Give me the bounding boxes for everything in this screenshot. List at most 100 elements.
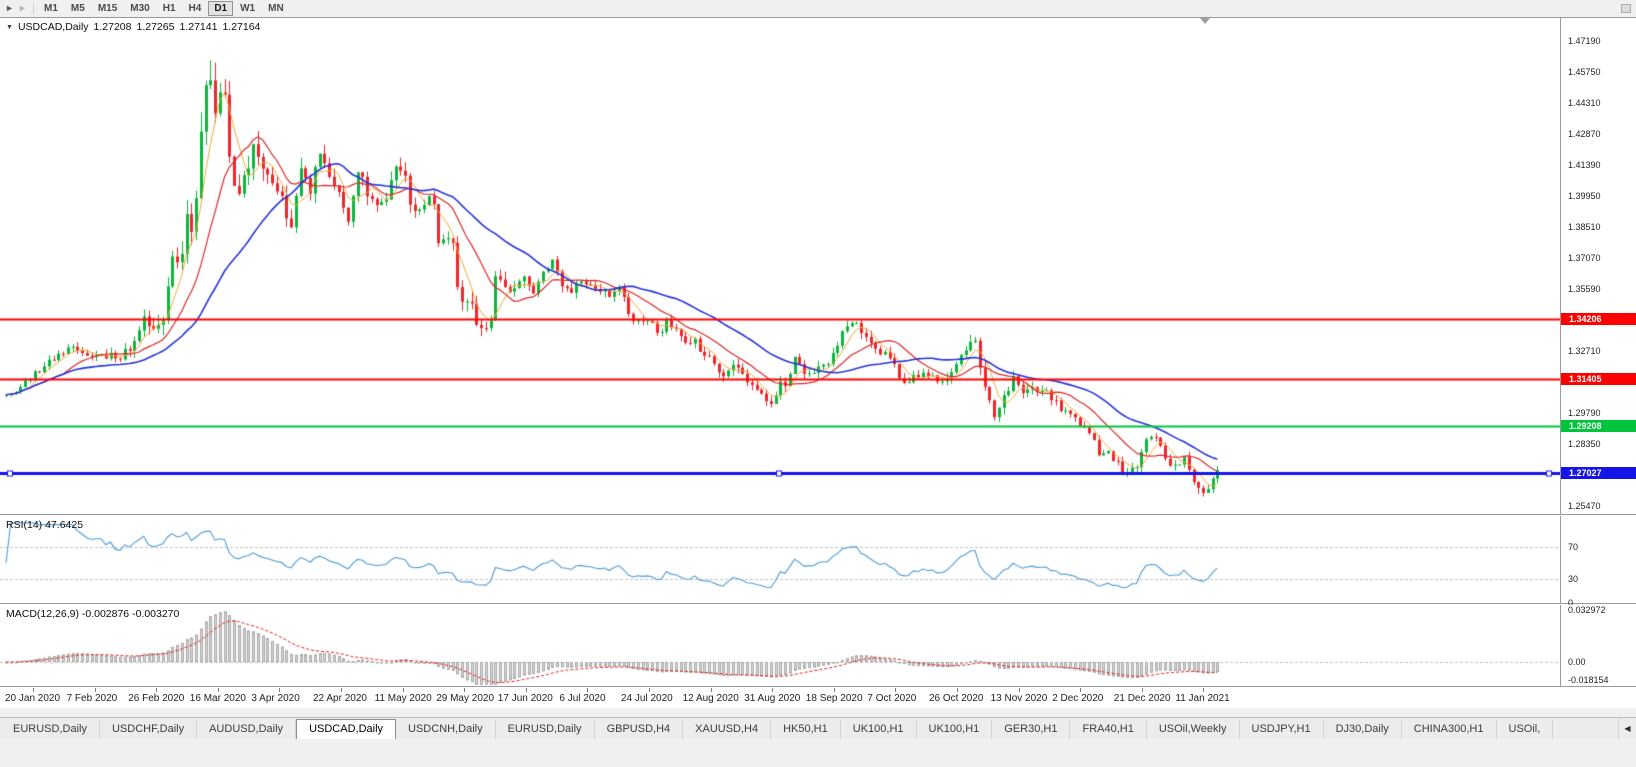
time-axis-label: 17 Jun 2020 (497, 693, 553, 704)
time-axis-tick (895, 688, 897, 692)
time-axis-tick (217, 688, 219, 692)
symbol-menu-icon[interactable]: ▼ (6, 23, 13, 31)
timeframe-button-mn[interactable]: MN (268, 3, 284, 14)
time-axis-tick (402, 688, 404, 692)
time-axis-tick (156, 688, 158, 692)
rsi-header-label: RSI(14) 47.6425 (6, 519, 84, 531)
chart-tab-gbpusd-h4[interactable]: GBPUSD,H4 (595, 720, 684, 739)
macd-axis-label: -0.018154 (1568, 675, 1609, 685)
chart-tab-audusd-daily[interactable]: AUDUSD,Daily (197, 720, 297, 739)
macd-indicator-canvas[interactable] (0, 605, 1560, 687)
macd-axis: 0.032972 0.00 -0.018154 (1560, 605, 1636, 686)
scroll-to-end-icon[interactable]: ► (5, 3, 14, 13)
chart-workspace: ▼ USDCAD,Daily 1.27208 1.27265 1.27141 1… (0, 17, 1636, 708)
time-axis-label: 22 Apr 2020 (313, 693, 367, 704)
timeframe-button-w1[interactable]: W1 (240, 3, 256, 14)
hline-price-badge: 1.29208 (1561, 420, 1636, 433)
price-axis-label: 1.47190 (1568, 36, 1601, 46)
hline-price-badge: 1.34206 (1561, 313, 1636, 326)
price-axis-label: 1.25470 (1568, 501, 1601, 512)
timeframe-button-d1[interactable]: D1 (208, 1, 234, 16)
price-axis-label: 1.38510 (1568, 222, 1601, 233)
time-axis-label: 7 Feb 2020 (66, 693, 118, 704)
time-axis-label: 21 Dec 2020 (1113, 693, 1171, 704)
time-axis-label: 6 Jul 2020 (559, 693, 606, 704)
ohlc-open: 1.27208 (93, 21, 132, 33)
price-axis-label: 1.44310 (1568, 98, 1601, 109)
timeframe-button-m1[interactable]: M1 (44, 3, 58, 14)
time-axis-label: 31 Aug 2020 (744, 693, 801, 704)
price-axis-label: 1.29790 (1568, 408, 1601, 419)
time-axis-tick (587, 688, 589, 692)
rsi-axis-label: 70 (1568, 542, 1579, 552)
chart-tab-eurusd-daily[interactable]: EURUSD,Daily (496, 720, 595, 739)
time-axis-tick (94, 688, 96, 692)
rsi-axis: 70 30 0 (1560, 516, 1636, 608)
time-axis-label: 3 Apr 2020 (251, 693, 300, 704)
time-axis-tick (957, 688, 958, 692)
time-axis[interactable]: 20 Jan 2020 7 Feb 2020 26 Feb 2020 16 Mar 2… (0, 688, 1636, 708)
tab-scroll-left-icon[interactable]: ◀ (1618, 717, 1636, 739)
chart-tab-xauusd-h4[interactable]: XAUUSD,H4 (683, 720, 772, 739)
chart-shift-marker[interactable] (1200, 18, 1210, 24)
time-axis-label: 18 Sep 2020 (805, 693, 863, 704)
price-axis-label: 1.32710 (1568, 346, 1601, 357)
chart-tab-usdcad-daily[interactable]: USDCAD,Daily (296, 719, 397, 739)
price-axis-label: 1.28350 (1568, 439, 1601, 450)
timeframe-button-h1[interactable]: H1 (162, 3, 176, 14)
chart-tab-china300-h1[interactable]: CHINA300,H1 (1402, 720, 1497, 739)
time-axis-label: 29 May 2020 (436, 693, 495, 704)
chart-tab-eurusd-daily[interactable]: EURUSD,Daily (1, 720, 100, 739)
macd-header: MACD(12,26,9) -0.002876 -0.003270 (6, 608, 179, 620)
rsi-indicator-canvas[interactable] (0, 516, 1560, 604)
ohlc-low: 1.27141 (179, 21, 218, 33)
rsi-axis-label: 30 (1568, 574, 1579, 584)
price-axis-label: 1.37070 (1568, 253, 1601, 264)
chart-tab-uk100-h1[interactable]: UK100,H1 (917, 720, 993, 739)
chart-symbol-label: USDCAD,Daily (17, 21, 89, 33)
chart-tab-usoil-weekly[interactable]: USOil,Weekly (1147, 720, 1240, 739)
price-axis[interactable]: 1.47190 1.45750 1.44310 1.42870 1.41390 1.399… (1560, 18, 1636, 514)
timeframe-button-m5[interactable]: M5 (70, 3, 85, 14)
rsi-indicator-panel: RSI(14) 47.6425 70 30 0 (0, 516, 1636, 608)
time-axis-tick (1018, 688, 1020, 692)
rsi-header: RSI(14) 47.6425 (6, 519, 83, 531)
timeframe-button-m30[interactable]: M30 (130, 3, 150, 14)
time-axis-label: 26 Feb 2020 (128, 693, 185, 704)
timeframe-button-h4[interactable]: H4 (188, 3, 202, 14)
chart-tab-usdcnh-daily[interactable]: USDCNH,Daily (396, 720, 496, 739)
chart-ohlc-header: ▼ USDCAD,Daily 1.27208 1.27265 1.27141 1… (6, 21, 260, 33)
time-axis-label: 11 Jan 2021 (1175, 693, 1230, 704)
chart-tabs-bar: EURUSD,Daily USDCHF,Daily AUDUSD,Daily USDC… (0, 717, 1636, 739)
time-axis-label: 12 Aug 2020 (682, 693, 739, 704)
time-axis-label: 16 Mar 2020 (189, 693, 246, 704)
chart-tab-ger30-h1[interactable]: GER30,H1 (992, 720, 1071, 739)
chart-tab-fra40-h1[interactable]: FRA40,H1 (1070, 720, 1147, 739)
time-axis-tick (279, 688, 281, 692)
chart-tab-usdjpy-h1[interactable]: USDJPY,H1 (1240, 720, 1324, 739)
toolbar-grip (1621, 4, 1631, 13)
time-axis-tick (341, 688, 342, 692)
price-axis-label: 1.41390 (1568, 160, 1601, 171)
time-axis-label: 24 Jul 2020 (621, 693, 673, 704)
time-axis-label: 20 Jan 2020 (5, 693, 61, 704)
time-axis-label: 7 Oct 2020 (867, 693, 917, 704)
periods-toolbar: ► ► M1 M5 M15 M30 H1 H4 D1 W1 MN (0, 0, 1636, 17)
time-axis-tick (833, 688, 835, 692)
price-axis-label: 1.42870 (1568, 129, 1601, 140)
price-chart-canvas[interactable] (0, 18, 1560, 515)
price-axis-label: 1.45750 (1568, 67, 1601, 78)
time-axis-tick (464, 688, 466, 692)
auto-scroll-icon[interactable]: ► (18, 3, 27, 13)
macd-header-label: MACD(12,26,9) -0.002876 -0.003270 (6, 608, 180, 620)
chart-tab-uk100-h1[interactable]: UK100,H1 (841, 720, 917, 739)
chart-tab-usoil-[interactable]: USOil, (1497, 720, 1554, 739)
time-axis-tick (772, 688, 774, 692)
time-axis-tick (1203, 688, 1205, 692)
time-axis-tick (710, 688, 712, 692)
chart-tab-dj30-daily[interactable]: DJ30,Daily (1324, 720, 1402, 739)
chart-tab-hk50-h1[interactable]: HK50,H1 (771, 720, 841, 739)
timeframe-button-m15[interactable]: M15 (97, 3, 118, 14)
chart-tab-usdchf-daily[interactable]: USDCHF,Daily (100, 720, 198, 739)
